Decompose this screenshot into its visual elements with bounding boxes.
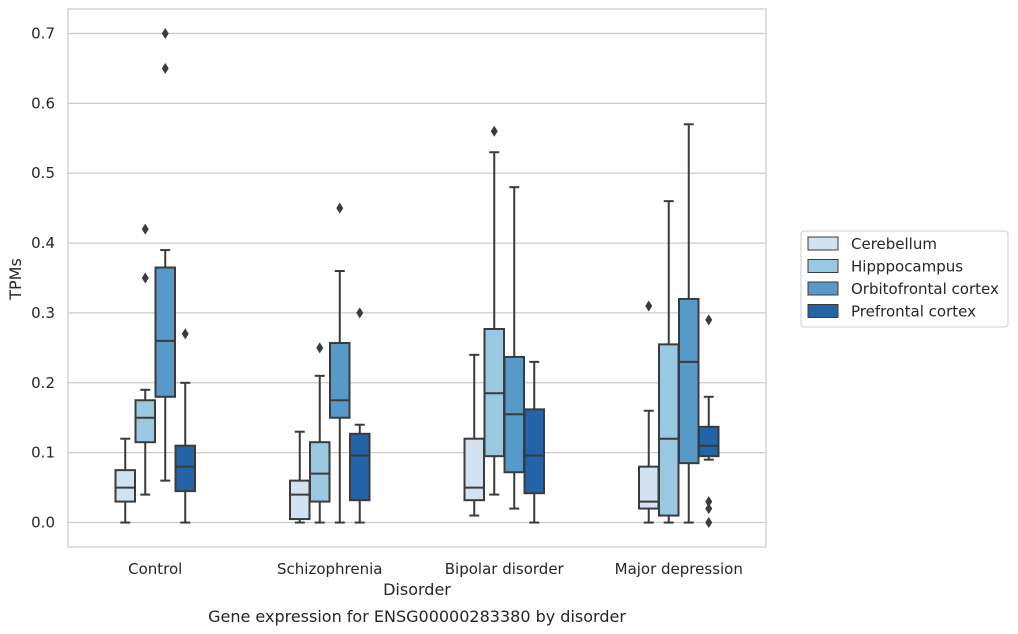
- iqr-box: [114, 469, 136, 503]
- outlier-point: [705, 517, 713, 529]
- x-tick-label-major-depression: Major depression: [615, 560, 743, 578]
- y-tick-label: 0.3: [31, 304, 55, 322]
- box-hipppocampus-major-depression: [658, 200, 680, 524]
- outlier-point: [161, 62, 169, 74]
- box-hipppocampus-control: [134, 223, 156, 496]
- figure-caption: Gene expression for ENSG00000283380 by d…: [208, 607, 626, 626]
- outlier-point: [141, 272, 149, 284]
- box-cerebellum-bipolar-disorder: [463, 353, 485, 517]
- legend-label-cerebellum: Cerebellum: [851, 235, 937, 253]
- outlier-point: [316, 342, 324, 354]
- outlier-point: [645, 300, 653, 312]
- outlier-point: [705, 496, 713, 508]
- legend-frame: [800, 230, 1009, 328]
- box-orbitofrontal-cortex-schizophrenia: [329, 202, 351, 524]
- iqr-box: [463, 437, 485, 502]
- outlier-point: [336, 202, 344, 214]
- box-prefrontal-cortex-bipolar-disorder: [523, 360, 545, 524]
- x-tick-label-bipolar-disorder: Bipolar disorder: [445, 560, 565, 578]
- box-orbitofrontal-cortex-major-depression: [678, 123, 700, 524]
- box-cerebellum-schizophrenia: [289, 430, 311, 524]
- plot-area-frame: [67, 8, 767, 548]
- iqr-box: [698, 425, 720, 458]
- iqr-box: [309, 441, 331, 503]
- outlier-point: [181, 328, 189, 340]
- legend-label-orbitofrontal-cortex: Orbitofrontal cortex: [851, 280, 999, 298]
- box-prefrontal-cortex-major-depression: [698, 314, 720, 529]
- iqr-box: [174, 444, 196, 493]
- legend: Cerebellum Hipppocampus Orbitofrontal cort…: [800, 230, 1009, 328]
- box-prefrontal-cortex-schizophrenia: [349, 307, 371, 524]
- iqr-box: [329, 341, 351, 419]
- x-axis-ticks: Control Schizophrenia Bipolar disorder Majo…: [128, 560, 743, 578]
- outlier-point: [705, 314, 713, 326]
- outlier-point: [141, 223, 149, 235]
- box-orbitofrontal-cortex-bipolar-disorder: [503, 186, 525, 510]
- box-orbitofrontal-cortex-control: [154, 27, 176, 482]
- legend-swatch-orbitofrontal-cortex: [807, 281, 839, 296]
- box-prefrontal-cortex-control: [174, 328, 196, 524]
- y-tick-label: 0.1: [31, 444, 55, 462]
- x-tick-label-schizophrenia: Schizophrenia: [277, 560, 382, 578]
- iqr-box: [134, 399, 156, 444]
- x-axis-label: Disorder: [383, 580, 451, 599]
- y-tick-label: 0.5: [31, 164, 55, 182]
- y-tick-label: 0.4: [31, 234, 55, 252]
- legend-label-hipppocampus: Hipppocampus: [851, 258, 963, 276]
- y-tick-label: 0.6: [31, 94, 55, 112]
- box-cerebellum-major-depression: [638, 300, 660, 524]
- y-axis-label: TPMs: [6, 258, 25, 301]
- y-tick-label: 0.2: [31, 374, 55, 392]
- legend-items: Cerebellum Hipppocampus Orbitofrontal cort…: [807, 235, 999, 321]
- box-hipppocampus-schizophrenia: [309, 342, 331, 524]
- y-tick-label: 0.0: [31, 514, 55, 532]
- legend-label-prefrontal-cortex: Prefrontal cortex: [851, 303, 976, 321]
- box-hipppocampus-bipolar-disorder: [483, 125, 505, 496]
- outlier-point: [490, 125, 498, 137]
- outlier-point: [356, 307, 364, 319]
- legend-swatch-hipppocampus: [807, 259, 839, 273]
- iqr-box: [658, 343, 680, 517]
- legend-swatch-prefrontal-cortex: [807, 304, 839, 318]
- iqr-box: [678, 297, 700, 465]
- box-series-group: [114, 27, 720, 529]
- iqr-box: [523, 408, 545, 495]
- outlier-point: [705, 503, 713, 515]
- iqr-box: [349, 432, 371, 502]
- iqr-box: [289, 479, 311, 521]
- legend-swatch-cerebellum: [807, 236, 839, 251]
- y-axis-ticks: 0.0 0.1 0.2 0.3 0.4 0.5 0.6 0.7: [31, 24, 55, 531]
- outlier-point: [161, 27, 169, 39]
- x-tick-label-control: Control: [128, 560, 182, 578]
- y-tick-label: 0.7: [31, 24, 55, 42]
- box-cerebellum-control: [114, 437, 136, 524]
- iqr-box: [154, 266, 176, 398]
